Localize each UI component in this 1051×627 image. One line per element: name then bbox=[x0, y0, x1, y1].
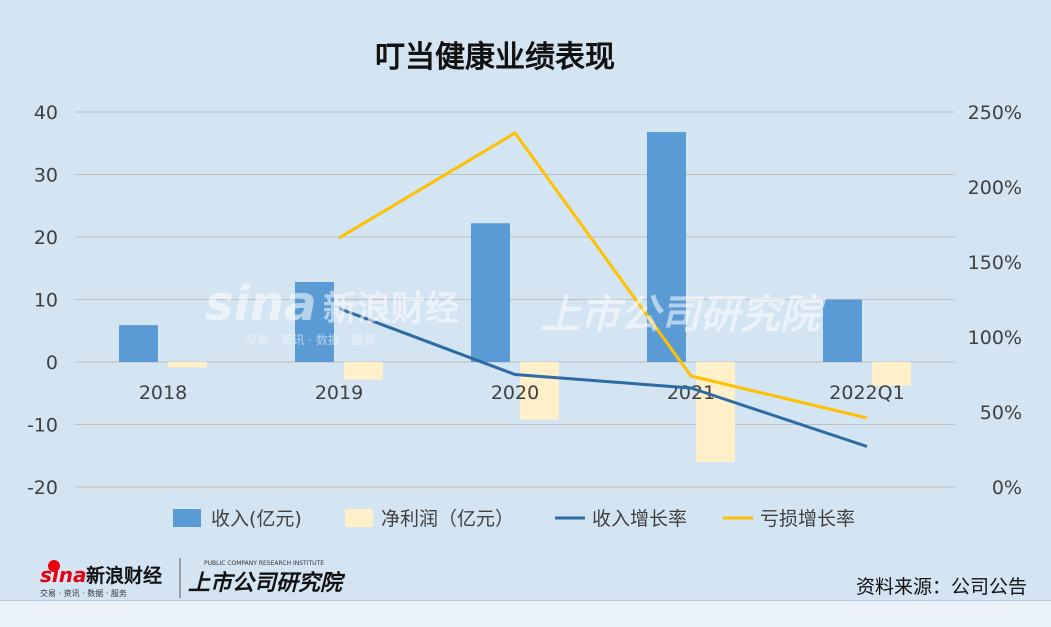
revenue-growth-line bbox=[338, 307, 868, 448]
y-left-tick-label: 30 bbox=[34, 165, 58, 187]
x-tick-label: 2019 bbox=[315, 382, 363, 404]
y-right-tick-label: 150% bbox=[968, 252, 1022, 274]
y-left-tick-label: 0 bbox=[46, 352, 58, 374]
svg-text:交易 · 资讯 · 数据 · 服务: 交易 · 资讯 · 数据 · 服务 bbox=[40, 588, 127, 598]
legend-label: 净利润（亿元） bbox=[381, 508, 514, 530]
y-left-tick-label: 20 bbox=[34, 227, 58, 249]
net-profit-bar bbox=[168, 362, 207, 368]
legend-swatch bbox=[345, 509, 373, 527]
bottom-band bbox=[0, 600, 1051, 627]
net-profit-bar bbox=[344, 362, 383, 380]
svg-text:PUBLIC COMPANY RESEARCH INSTIT: PUBLIC COMPANY RESEARCH INSTITUTE bbox=[204, 560, 324, 567]
chart-title: 叮当健康业绩表现 bbox=[375, 40, 615, 75]
y-left-tick-label: -10 bbox=[27, 415, 58, 437]
legend-swatch bbox=[173, 509, 201, 527]
y-right-tick-label: 50% bbox=[980, 402, 1022, 424]
x-tick-label: 2022Q1 bbox=[829, 382, 904, 404]
net-profit-bar bbox=[520, 362, 559, 420]
svg-text:sina: sina bbox=[40, 563, 87, 587]
loss-growth-line bbox=[338, 131, 868, 420]
net-profit-bar bbox=[872, 362, 911, 386]
y-right-tick-label: 100% bbox=[968, 327, 1022, 349]
y-right-tick-label: 250% bbox=[968, 102, 1022, 124]
x-tick-label: 2018 bbox=[139, 382, 187, 404]
combo-chart: -20 -10 0 10 20 30 40 0% 50% 100% 150% 200% 250% 2018… bbox=[27, 102, 1022, 530]
x-tick-label: 2020 bbox=[491, 382, 539, 404]
y-right-tick-label: 200% bbox=[968, 177, 1022, 199]
research-institute-logo: PUBLIC COMPANY RESEARCH INSTITUTE 上市公司研究… bbox=[188, 560, 346, 596]
sina-logo: sina 新浪财经 交易 · 资讯 · 数据 · 服务 bbox=[40, 560, 162, 598]
legend-label: 收入(亿元) bbox=[211, 508, 302, 530]
legend-label: 亏损增长率 bbox=[760, 508, 855, 530]
svg-text:上市公司研究院: 上市公司研究院 bbox=[188, 570, 346, 596]
revenue-bar bbox=[119, 325, 158, 362]
legend-label: 收入增长率 bbox=[592, 508, 687, 530]
y-left-tick-label: 10 bbox=[34, 290, 58, 312]
net-profit-bar bbox=[696, 362, 735, 462]
svg-text:新浪财经: 新浪财经 bbox=[86, 564, 162, 587]
revenue-bar bbox=[471, 223, 510, 362]
source-note: 资料来源：公司公告 bbox=[855, 576, 1027, 598]
revenue-bar bbox=[647, 132, 686, 362]
revenue-bar bbox=[823, 299, 862, 362]
logo-group: sina 新浪财经 交易 · 资讯 · 数据 · 服务 PUBLIC COMPA… bbox=[40, 556, 380, 600]
revenue-bar bbox=[295, 282, 334, 362]
y-left-tick-label: -20 bbox=[27, 477, 58, 499]
y-left-tick-label: 40 bbox=[34, 102, 58, 124]
y-right-tick-label: 0% bbox=[992, 477, 1022, 499]
